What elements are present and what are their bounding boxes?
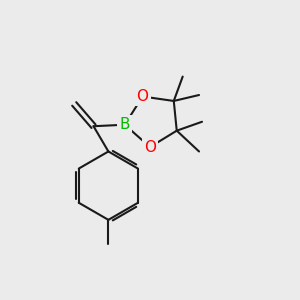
Text: O: O: [144, 140, 156, 154]
Text: O: O: [136, 89, 148, 104]
Text: B: B: [119, 117, 130, 132]
